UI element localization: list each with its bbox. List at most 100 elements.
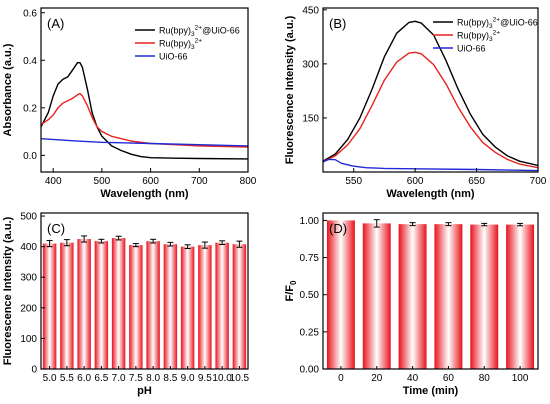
panel-a-legend-tail-0: @UiO-66 — [202, 26, 240, 36]
panel-c-x-tick-label-3: 6.5 — [94, 373, 108, 384]
panel-b-y-tick-label-1: 300 — [302, 59, 319, 70]
panel-c-x-tick-label-8: 9.0 — [181, 373, 195, 384]
panel-b-legend-sup-0: 2+ — [493, 17, 501, 24]
panel-c-bar-1 — [60, 242, 74, 369]
panel-d-bar-5 — [506, 224, 535, 369]
panel-c-bar-3 — [94, 241, 109, 369]
panel-c-y-tick-label-1: 100 — [20, 334, 37, 345]
panel-a-absorbance-chart: 400 500 600 700 800 0.0 0.2 0.4 0.6 (A) Wavelength… — [2, 7, 257, 200]
panel-c-bar-5 — [129, 245, 143, 369]
panel-a-legend-label-2: UiO-66 — [159, 52, 188, 62]
panel-c-x-axis-title: pH — [137, 385, 152, 397]
panel-b-x-tick-label-3: 700 — [530, 176, 547, 187]
panel-b-y-tick-label-0: 150 — [302, 113, 319, 124]
panel-d-y-axis-title-sub: 0 — [289, 280, 298, 285]
panel-b-legend-label-0: Ru(bpy)32+@UiO-66 — [457, 17, 538, 31]
panel-b-fluorescence-chart: 550 600 650 700 150 300 450 (B) Wavelength (nm) F… — [284, 5, 547, 200]
panel-b-plot-frame — [322, 7, 539, 173]
panel-a-x-tick-label-3: 700 — [191, 176, 208, 187]
panel-b-legend-label-2: UiO-66 — [457, 44, 486, 54]
panel-a-series-line-0 — [41, 62, 248, 160]
panel-c-x-tick-label-10: 10.0 — [212, 373, 232, 384]
panel-a-x-tick-label-1: 500 — [94, 176, 111, 187]
panel-c-y-tick-label-2: 200 — [20, 303, 37, 314]
panel-a-y-tick-label-3: 0.6 — [23, 8, 37, 19]
panel-c-x-tick-label-0: 5.0 — [43, 373, 57, 384]
panel-b-legend-tail-0: @UiO-66 — [500, 18, 538, 28]
panel-b-x-tick-label-1: 600 — [407, 176, 424, 187]
panel-d-y-tick-label-3: 0.75 — [300, 253, 320, 264]
panel-c-x-tick-label-4: 7.0 — [112, 373, 126, 384]
panel-b-x-tick-label-2: 650 — [468, 176, 485, 187]
panel-a-plot-frame — [40, 7, 249, 173]
panel-a-y-tick-label-0: 0.0 — [23, 151, 37, 162]
panel-d-y-tick-label-4: 1.00 — [300, 216, 320, 227]
panel-a-x-tick-label-0: 400 — [45, 176, 62, 187]
panel-d-bar-0 — [326, 220, 355, 369]
panel-a-x-tick-label-4: 800 — [240, 176, 257, 187]
panel-c-bar-6 — [146, 241, 160, 369]
panel-d-x-tick-label-4: 80 — [479, 373, 491, 384]
panel-b-x-axis-title: Wavelength (nm) — [386, 188, 475, 200]
panel-c-x-tick-label-1: 5.5 — [60, 373, 74, 384]
panel-c-x-tick-label-11: 10.5 — [230, 373, 250, 384]
panel-b-legend-label-1: Ru(bpy)32+ — [457, 30, 500, 44]
panel-d-x-tick-label-0: 0 — [338, 373, 344, 384]
panel-d-x-tick-label-2: 40 — [407, 373, 419, 384]
panel-c-bar-2 — [77, 239, 91, 369]
panel-c-y-tick-label-3: 300 — [20, 273, 37, 284]
panel-d-x-tick-label-5: 100 — [512, 373, 529, 384]
panel-d-x-tick-label-1: 20 — [371, 373, 383, 384]
panel-d-bar-3 — [434, 224, 463, 369]
panel-c-bar-9 — [198, 245, 212, 369]
panel-d-y-tick-label-0: 0.00 — [300, 365, 320, 376]
panel-c-bar-10 — [215, 242, 229, 369]
panel-c-x-tick-label-5: 7.5 — [129, 373, 143, 384]
panel-c-y-axis-title: Fluorescence Intensity (a.u.) — [2, 216, 14, 365]
panel-b-y-tick-label-2: 450 — [302, 5, 319, 16]
panel-a-legend-sub-1: 3 — [191, 44, 195, 51]
panel-d-time-bar-chart: 0 20 40 60 80 100 0.00 0.25 0.50 0.75 1.00 (D) Time … — [284, 212, 539, 397]
panel-b-y-axis-title: Fluorescence Intensity (a.u.) — [284, 15, 296, 164]
panel-c-bar-8 — [180, 246, 195, 369]
panel-c-bar-7 — [163, 244, 178, 369]
panel-a-legend-sub-0: 3 — [191, 31, 195, 38]
panel-c-x-tick-label-7: 8.5 — [163, 373, 177, 384]
panel-b-x-tick-label-0: 550 — [345, 176, 362, 187]
panel-c-y-tick-label-0: 0 — [31, 365, 37, 376]
panel-d-x-axis-title: Time (min) — [403, 385, 459, 397]
panel-d-y-axis-title: F/F0 — [284, 280, 298, 302]
panel-a-y-tick-label-2: 0.4 — [23, 56, 37, 67]
panel-d-y-tick-label-1: 0.25 — [300, 327, 320, 338]
panel-a-legend-label-1: Ru(bpy)32+ — [159, 38, 202, 52]
panel-c-x-tick-label-6: 8.0 — [146, 373, 160, 384]
panel-b-legend-sub-0: 3 — [489, 23, 493, 30]
panel-a-y-axis-title: Absorbance (a.u.) — [2, 43, 14, 136]
panel-a-series-line-1 — [41, 92, 248, 148]
panel-a-panel-label: (A) — [47, 16, 64, 31]
panel-a-series-line-2 — [41, 138, 248, 147]
panel-d-x-tick-label-3: 60 — [443, 373, 455, 384]
panel-b-series-line-2 — [323, 158, 538, 172]
panel-c-x-tick-label-9: 9.5 — [198, 373, 212, 384]
panel-b-legend-sub-1: 3 — [489, 36, 493, 43]
panel-c-bar-0 — [42, 243, 57, 369]
panel-c-y-tick-label-5: 500 — [20, 212, 37, 223]
panel-a-legend-label-0: Ru(bpy)32+@UiO-66 — [159, 25, 240, 39]
panel-d-bar-2 — [398, 224, 427, 369]
panel-c-y-tick-label-4: 400 — [20, 242, 37, 253]
panel-c-x-tick-label-2: 6.0 — [77, 373, 91, 384]
panel-c-bar-4 — [111, 238, 126, 369]
panel-d-plot-frame — [322, 212, 539, 370]
panel-d-y-tick-label-2: 0.50 — [300, 290, 320, 301]
panel-a-y-tick-label-1: 0.2 — [23, 103, 37, 114]
panel-b-series-line-1 — [323, 51, 538, 169]
panel-d-panel-label: (D) — [329, 221, 347, 236]
panel-c-panel-label: (C) — [47, 221, 65, 236]
panel-b-legend-sup-1: 2+ — [493, 30, 501, 37]
panel-a-x-axis-title: Wavelength (nm) — [100, 188, 189, 200]
panel-a-x-tick-label-2: 600 — [142, 176, 159, 187]
panel-b-series-line-0 — [323, 20, 538, 167]
panel-d-bar-4 — [470, 224, 499, 369]
